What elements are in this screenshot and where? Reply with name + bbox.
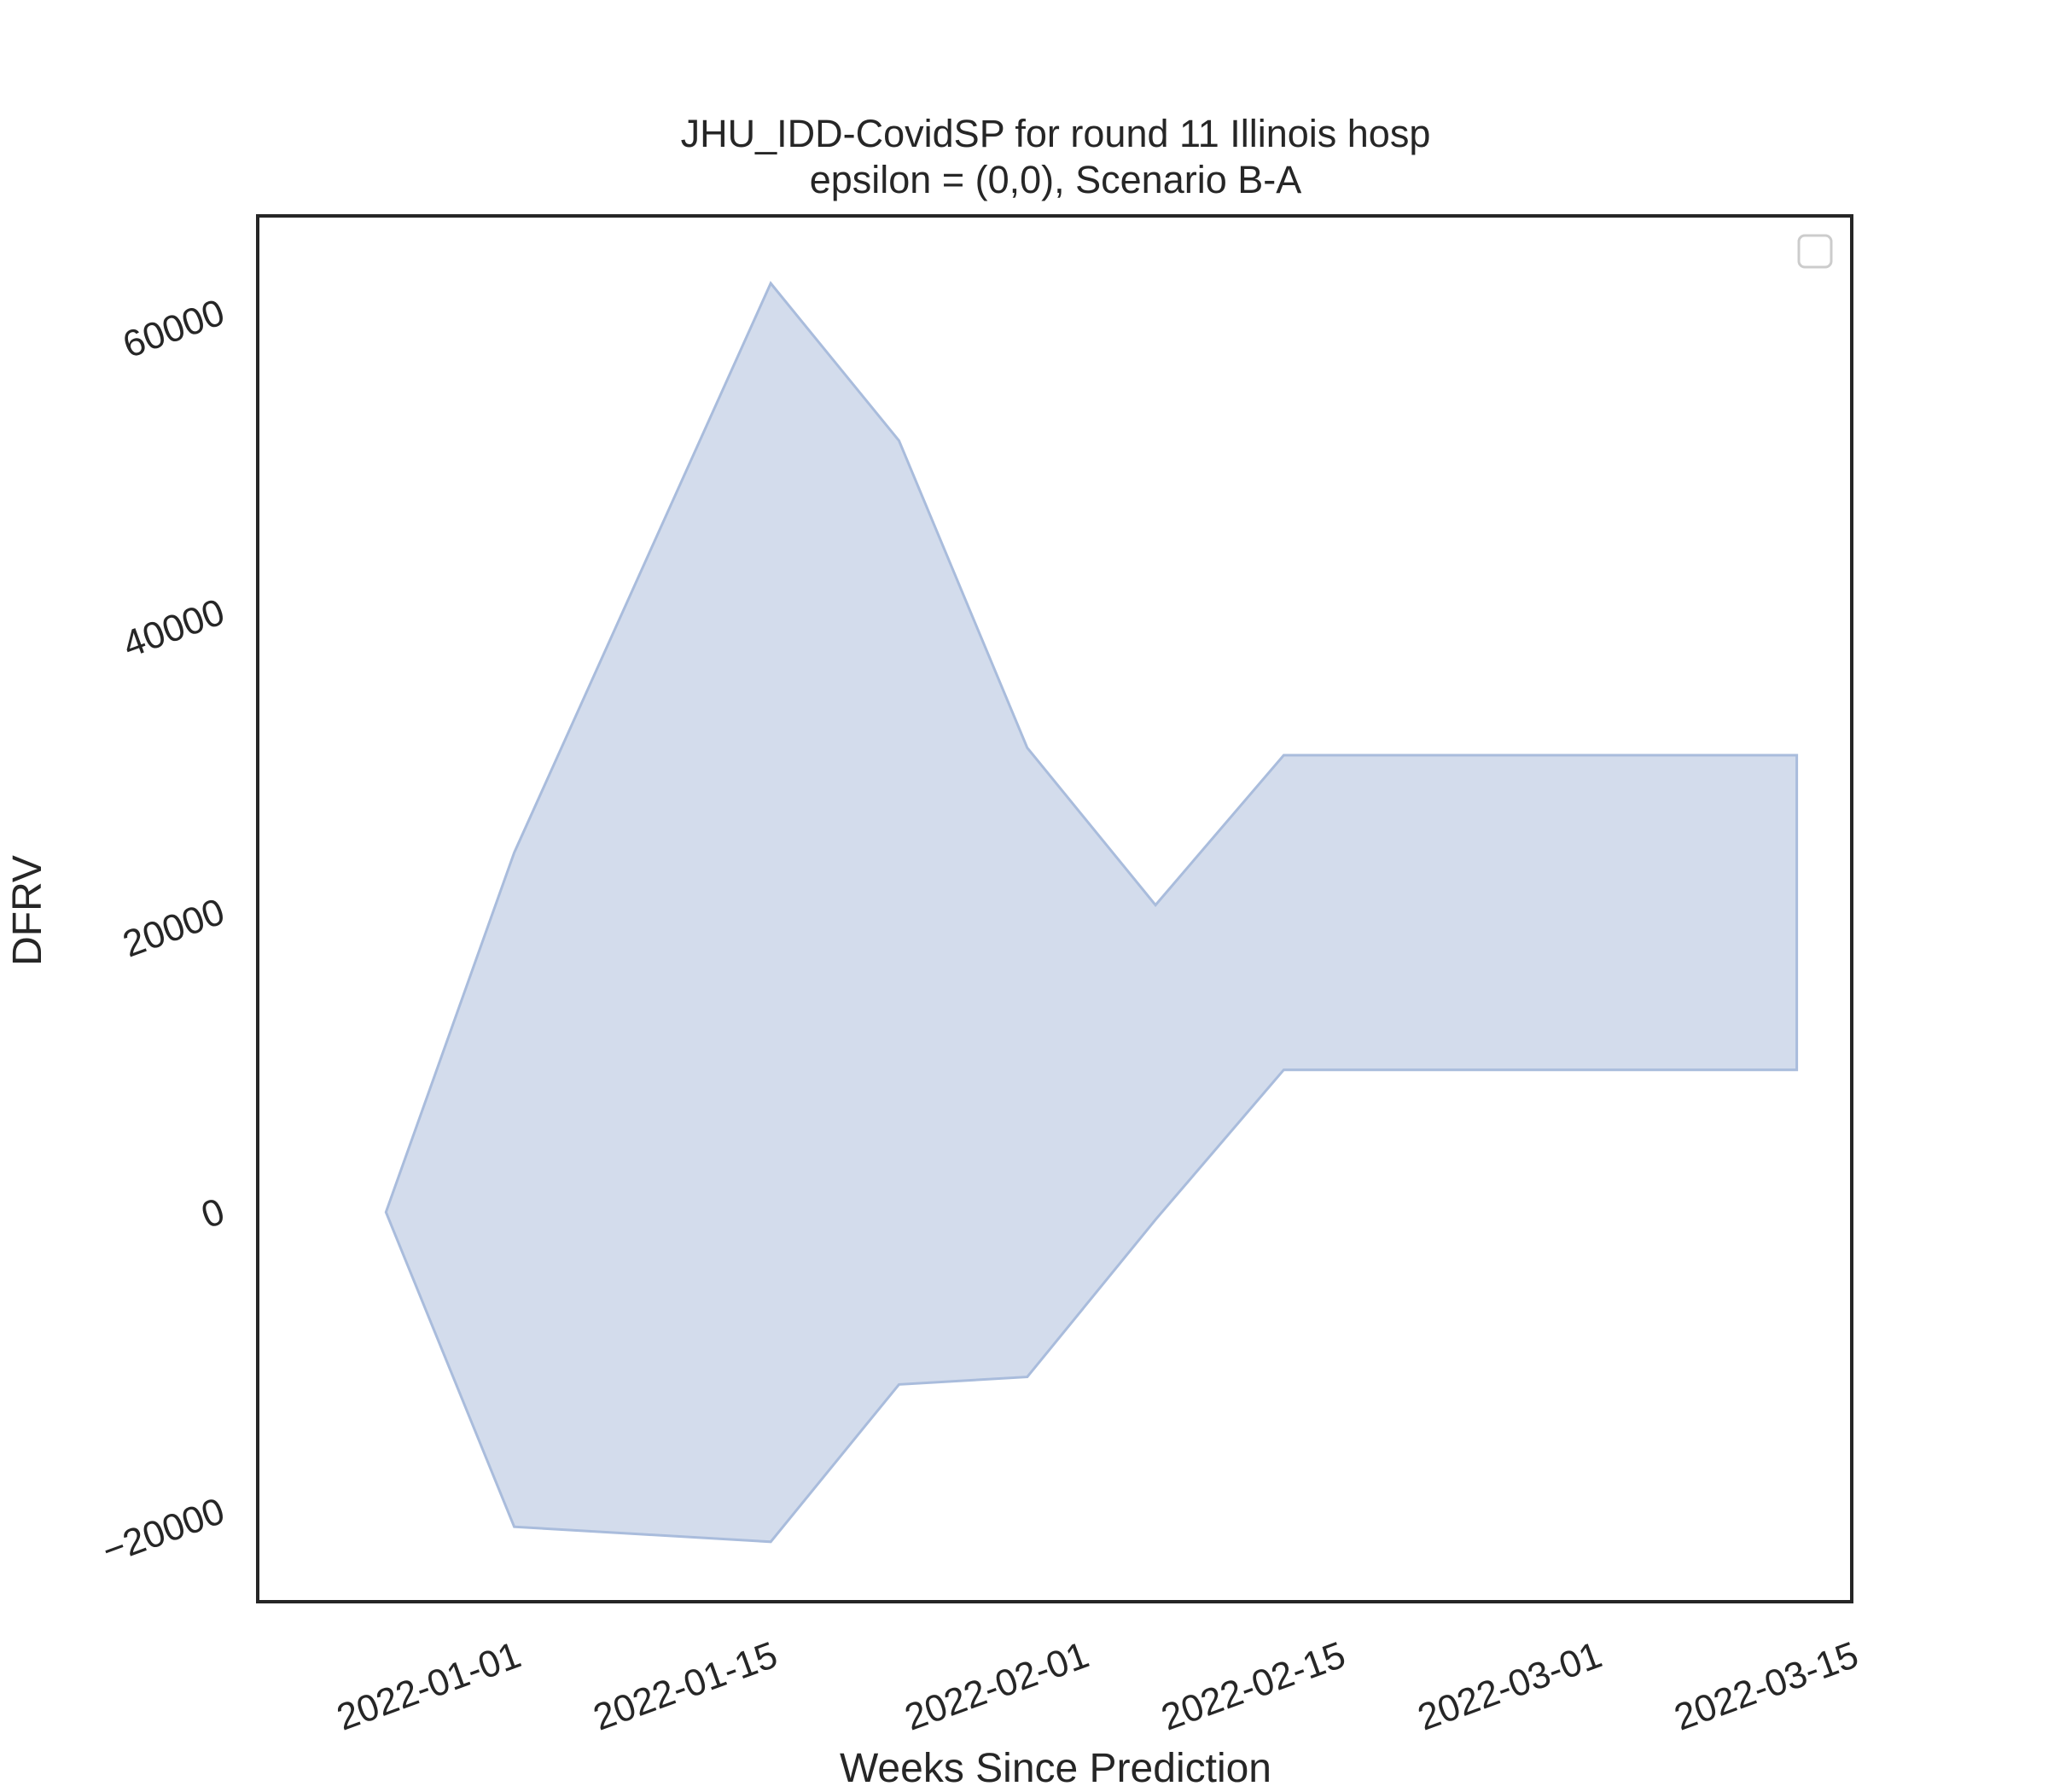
chart-title-line2: epsilon = (0,0), Scenario B-A — [810, 158, 1302, 201]
x-tick-labels: 2022-01-01 2022-01-15 2022-02-01 2022-02-15… — [331, 1634, 1864, 1739]
x-tick-label-3: 2022-02-15 — [1156, 1634, 1351, 1739]
x-tick-label-2: 2022-02-01 — [899, 1634, 1094, 1739]
confidence-band-0 — [384, 281, 1799, 1544]
x-tick-label-0: 2022-01-01 — [331, 1634, 526, 1739]
x-axis-label: Weeks Since Prediction — [840, 1746, 1271, 1791]
x-tick-label-5: 2022-03-15 — [1669, 1634, 1864, 1739]
x-tick-label-4: 2022-03-01 — [1412, 1634, 1607, 1739]
chart-title-line1: JHU_IDD-CovidSP for round 11 Illinois ho… — [681, 112, 1431, 155]
x-tick-label-1: 2022-01-15 — [588, 1634, 783, 1739]
y-tick-label-0: −20000 — [97, 1490, 230, 1573]
plot-frame — [256, 214, 1853, 1603]
y-tick-label-2: 20000 — [118, 891, 230, 966]
y-tick-label-1: 0 — [196, 1190, 230, 1236]
y-tick-label-3: 40000 — [118, 591, 230, 666]
y-axis-label: DFRV — [5, 855, 50, 966]
y-tick-labels: −20000 0 20000 40000 60000 — [97, 291, 230, 1572]
legend-box — [1797, 234, 1833, 269]
band-layer — [384, 281, 1799, 1544]
y-tick-label-4: 60000 — [118, 291, 230, 366]
